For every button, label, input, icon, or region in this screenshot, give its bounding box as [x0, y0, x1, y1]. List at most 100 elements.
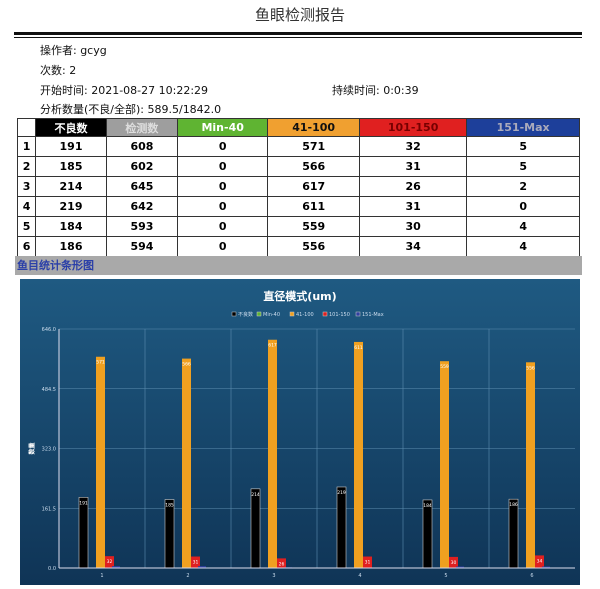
- bar: [191, 556, 200, 568]
- bar: [96, 356, 105, 568]
- table-cell: 566: [267, 156, 360, 177]
- x-tick-label: 4: [358, 573, 361, 579]
- legend-swatch: [322, 311, 328, 317]
- table-cell: 1: [16, 136, 37, 157]
- table-cell: 32: [358, 136, 468, 157]
- table-cell: 611: [267, 196, 360, 217]
- bar: [422, 499, 433, 569]
- bar: [182, 358, 191, 568]
- bar: [78, 497, 89, 569]
- divider: [14, 37, 582, 38]
- data-label: 556: [526, 365, 535, 371]
- table-cell: 26: [358, 176, 468, 197]
- table-row: 6 186 594 0 556 34 4: [16, 236, 580, 257]
- bar: [535, 555, 544, 568]
- y-axis-label: 数量: [28, 442, 36, 454]
- x-tick-label: 5: [444, 573, 447, 579]
- table-row: 2 185 602 0 566 31 5: [16, 156, 580, 177]
- legend-label: 不良数: [238, 311, 253, 318]
- bar-chart: 直径模式(um) 不良数 Min-40 41-100 101-150 151-Max 0.0…: [20, 279, 580, 585]
- x-tick-label: 3: [272, 573, 275, 579]
- table-cell: 2: [466, 176, 580, 197]
- table-cell: 602: [105, 156, 178, 177]
- data-label: 219: [337, 490, 346, 496]
- bar: [508, 498, 519, 569]
- table-cell: 4: [466, 236, 580, 257]
- table-cell: 191: [35, 136, 107, 157]
- bar: [112, 566, 120, 568]
- table-cell: 617: [267, 176, 360, 197]
- divider: [14, 32, 582, 35]
- data-label: 214: [251, 492, 260, 498]
- y-tick-label: 646.0: [42, 327, 56, 333]
- table-cell: 5: [466, 156, 580, 177]
- table-cell: 31: [358, 196, 468, 217]
- table-cell: 5: [466, 136, 580, 157]
- bar: [198, 566, 206, 568]
- data-label: 26: [279, 561, 285, 567]
- data-label: 30: [451, 560, 457, 566]
- section-label: 鱼目统计条形图: [15, 256, 582, 275]
- bar: [440, 361, 449, 568]
- legend-label: 41-100: [296, 312, 314, 318]
- data-label: 186: [509, 502, 518, 508]
- bar: [105, 556, 114, 568]
- bar: [526, 362, 535, 568]
- table-cell: 0: [176, 196, 269, 217]
- legend-swatch: [256, 311, 262, 317]
- analysis-count: 分析数量(不良/全部): 589.5/1842.0: [40, 103, 222, 116]
- bar: [277, 558, 286, 568]
- table-cell: 5: [16, 216, 37, 237]
- data-label: 32: [107, 559, 113, 565]
- data-label: 617: [268, 343, 277, 349]
- results-table: 不良数 检测数 Min-40 41-100 101-150 151-Max 1 191 608 0…: [16, 118, 580, 257]
- bar: [456, 566, 464, 568]
- legend-swatch: [355, 311, 361, 317]
- table-cell: 4: [16, 196, 37, 217]
- data-label: 191: [79, 500, 88, 506]
- x-tick-label: 2: [186, 573, 189, 579]
- table-cell: 645: [105, 176, 178, 197]
- table-cell: 0: [176, 236, 269, 257]
- table-row: 3 214 645 0 617 26 2: [16, 176, 580, 197]
- duration: 持续时间: 0:0:39: [332, 84, 419, 97]
- x-tick-label: 6: [530, 573, 533, 579]
- bar: [363, 556, 372, 568]
- bar: [268, 339, 277, 568]
- column-header: Min-40: [176, 118, 269, 137]
- table-cell: 184: [35, 216, 107, 237]
- bar: [164, 499, 175, 569]
- bar: [250, 488, 261, 569]
- table-cell: 185: [35, 156, 107, 177]
- data-label: 184: [423, 503, 432, 509]
- table-cell: 0: [176, 176, 269, 197]
- legend-swatch: [231, 311, 237, 317]
- bar: [542, 566, 550, 568]
- table-cell: 3: [16, 176, 37, 197]
- table-cell: 30: [358, 216, 468, 237]
- y-tick-label: 161.5: [42, 506, 56, 512]
- table-cell: 556: [267, 236, 360, 257]
- data-label: 571: [96, 360, 105, 366]
- column-header: 不良数: [35, 118, 107, 137]
- table-cell: 4: [466, 216, 580, 237]
- table-cell: 559: [267, 216, 360, 237]
- column-header: 41-100: [267, 118, 360, 137]
- table-cell: 0: [176, 156, 269, 177]
- x-tick-label: 1: [100, 573, 103, 579]
- count: 次数: 2: [40, 64, 77, 77]
- table-cell: 186: [35, 236, 107, 257]
- table-cell: 219: [35, 196, 107, 217]
- table-row: 5 184 593 0 559 30 4: [16, 216, 580, 237]
- table-cell: 2: [16, 156, 37, 177]
- column-header: 检测数: [105, 118, 178, 137]
- y-tick-label: 484.5: [42, 387, 56, 393]
- table-cell: 0: [176, 136, 269, 157]
- data-label: 185: [165, 503, 174, 509]
- table-cell: 0: [466, 196, 580, 217]
- table-cell: 593: [105, 216, 178, 237]
- table-row: 1 191 608 0 571 32 5: [16, 136, 580, 157]
- table-cell: 34: [358, 236, 468, 257]
- table-cell: 642: [105, 196, 178, 217]
- column-header: [16, 118, 37, 137]
